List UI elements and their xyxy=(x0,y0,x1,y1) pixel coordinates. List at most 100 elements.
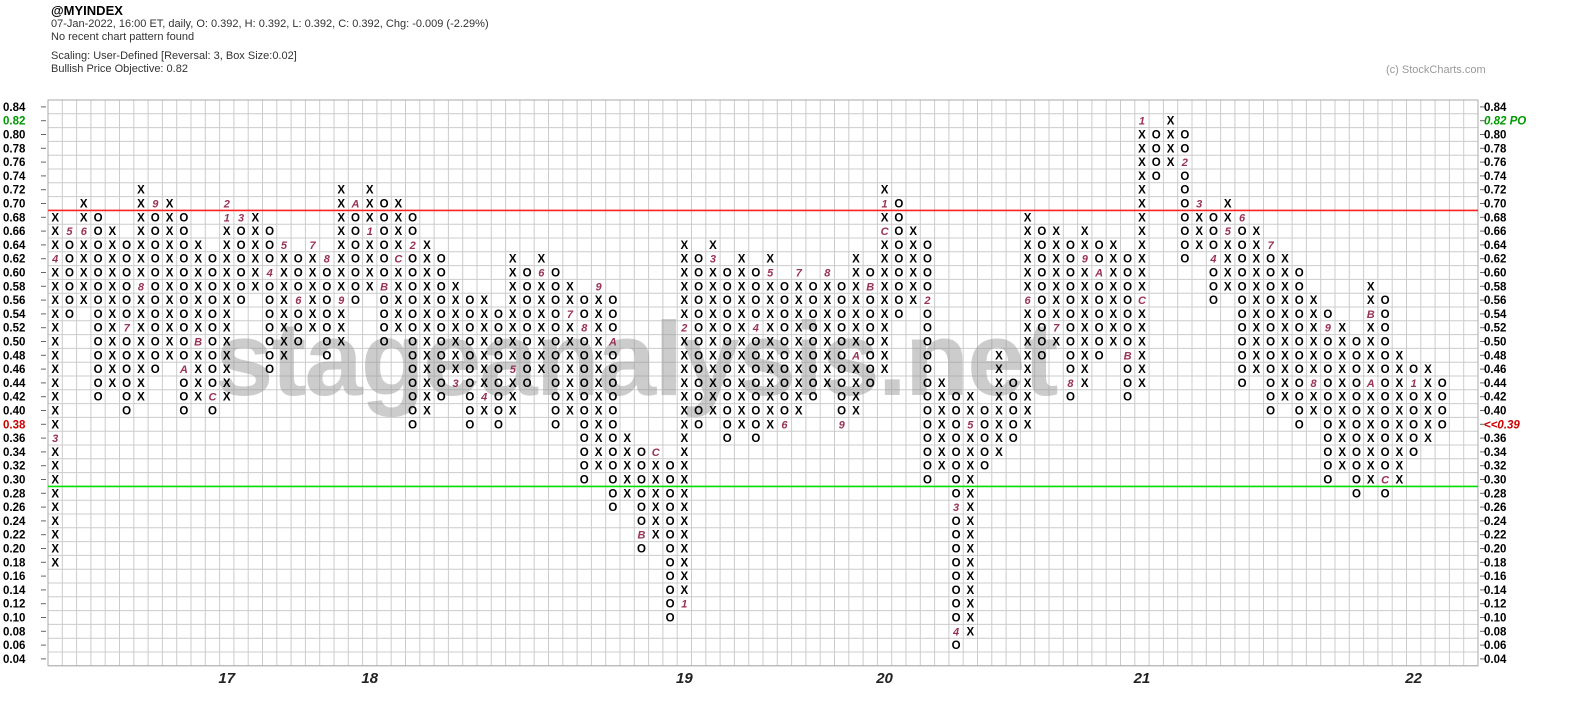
svg-text:X: X xyxy=(967,585,975,597)
svg-text:X: X xyxy=(681,350,689,362)
svg-text:5: 5 xyxy=(767,268,774,280)
svg-text:O: O xyxy=(666,613,675,625)
svg-text:X: X xyxy=(852,378,860,390)
svg-text:X: X xyxy=(995,350,1003,362)
svg-text:X: X xyxy=(80,199,88,211)
svg-text:O: O xyxy=(408,406,417,418)
svg-text:O: O xyxy=(952,488,961,500)
svg-text:O: O xyxy=(65,309,74,321)
svg-text:X: X xyxy=(709,406,717,418)
svg-text:4: 4 xyxy=(51,254,58,266)
svg-text:O: O xyxy=(294,309,303,321)
svg-text:O: O xyxy=(1323,378,1332,390)
svg-text:4: 4 xyxy=(480,392,487,404)
svg-text:0.30: 0.30 xyxy=(1484,475,1506,487)
svg-text:O: O xyxy=(1009,392,1018,404)
svg-text:X: X xyxy=(1024,406,1032,418)
svg-text:X: X xyxy=(1024,364,1032,376)
svg-text:X: X xyxy=(795,364,803,376)
svg-text:X: X xyxy=(337,268,345,280)
svg-text:X: X xyxy=(1138,240,1146,252)
svg-text:O: O xyxy=(1409,447,1418,459)
svg-text:0.36: 0.36 xyxy=(3,433,25,445)
svg-text:O: O xyxy=(94,309,103,321)
svg-text:X: X xyxy=(223,337,231,349)
svg-text:X: X xyxy=(194,295,202,307)
svg-text:X: X xyxy=(80,295,88,307)
svg-text:O: O xyxy=(151,281,160,293)
svg-text:O: O xyxy=(408,378,417,390)
svg-text:X: X xyxy=(509,281,517,293)
svg-text:X: X xyxy=(967,571,975,583)
svg-text:X: X xyxy=(166,268,174,280)
svg-text:O: O xyxy=(1266,337,1275,349)
svg-text:X: X xyxy=(366,212,374,224)
svg-text:0.28: 0.28 xyxy=(3,488,26,500)
svg-text:X: X xyxy=(395,295,403,307)
svg-text:X: X xyxy=(1024,268,1032,280)
svg-text:X: X xyxy=(967,475,975,487)
svg-text:O: O xyxy=(1066,350,1075,362)
svg-text:O: O xyxy=(694,295,703,307)
svg-text:X: X xyxy=(623,488,631,500)
svg-text:X: X xyxy=(709,268,717,280)
svg-text:X: X xyxy=(109,281,117,293)
svg-text:X: X xyxy=(881,323,889,335)
svg-text:X: X xyxy=(967,599,975,611)
svg-text:1: 1 xyxy=(1411,378,1417,390)
svg-text:O: O xyxy=(551,350,560,362)
svg-text:O: O xyxy=(1266,281,1275,293)
svg-text:O: O xyxy=(237,240,246,252)
svg-text:X: X xyxy=(194,364,202,376)
svg-text:X: X xyxy=(194,323,202,335)
svg-text:X: X xyxy=(681,544,689,556)
svg-text:O: O xyxy=(322,295,331,307)
svg-text:O: O xyxy=(866,268,875,280)
svg-text:O: O xyxy=(1352,364,1361,376)
svg-text:O: O xyxy=(1438,406,1447,418)
svg-text:O: O xyxy=(437,281,446,293)
svg-text:X: X xyxy=(509,268,517,280)
svg-text:X: X xyxy=(1052,337,1060,349)
svg-text:O: O xyxy=(1295,309,1304,321)
svg-text:O: O xyxy=(380,268,389,280)
svg-text:O: O xyxy=(351,268,360,280)
svg-text:O: O xyxy=(1152,130,1161,142)
svg-text:O: O xyxy=(580,447,589,459)
svg-text:O: O xyxy=(780,309,789,321)
svg-text:8: 8 xyxy=(581,323,588,335)
svg-text:X: X xyxy=(566,378,574,390)
svg-text:X: X xyxy=(51,226,59,238)
svg-text:O: O xyxy=(1381,337,1390,349)
svg-text:X: X xyxy=(137,364,145,376)
svg-text:O: O xyxy=(551,406,560,418)
svg-text:O: O xyxy=(580,461,589,473)
svg-text:0.64: 0.64 xyxy=(1484,240,1507,252)
svg-text:6: 6 xyxy=(81,226,88,238)
svg-text:O: O xyxy=(608,323,617,335)
svg-text:X: X xyxy=(223,240,231,252)
svg-text:O: O xyxy=(1066,364,1075,376)
svg-text:O: O xyxy=(666,488,675,500)
svg-text:O: O xyxy=(437,364,446,376)
svg-text:X: X xyxy=(1367,295,1375,307)
svg-text:8: 8 xyxy=(1067,378,1074,390)
svg-text:X: X xyxy=(681,461,689,473)
svg-text:X: X xyxy=(681,392,689,404)
svg-text:O: O xyxy=(1323,433,1332,445)
svg-text:O: O xyxy=(1123,392,1132,404)
svg-text:C: C xyxy=(394,254,403,266)
svg-text:X: X xyxy=(137,392,145,404)
svg-text:X: X xyxy=(337,309,345,321)
svg-text:O: O xyxy=(94,337,103,349)
svg-text:X: X xyxy=(1338,433,1346,445)
svg-text:X: X xyxy=(1052,240,1060,252)
svg-text:O: O xyxy=(1209,226,1218,238)
svg-text:X: X xyxy=(1110,337,1118,349)
svg-text:O: O xyxy=(837,392,846,404)
svg-text:X: X xyxy=(480,350,488,362)
svg-text:X: X xyxy=(337,323,345,335)
svg-text:X: X xyxy=(166,240,174,252)
svg-text:X: X xyxy=(194,254,202,266)
svg-text:O: O xyxy=(723,268,732,280)
